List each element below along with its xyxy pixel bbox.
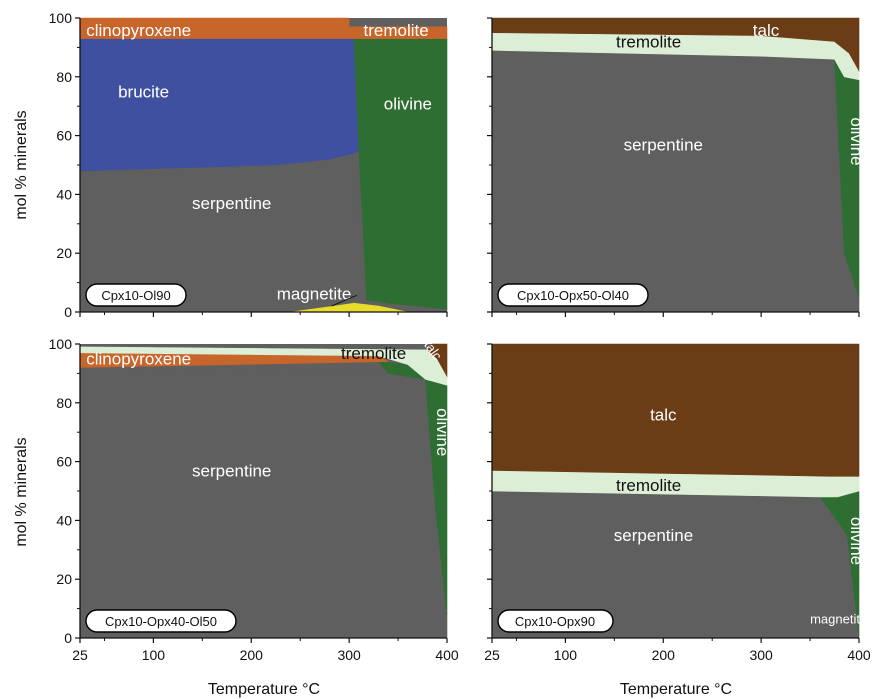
panel-4-badge-box (497, 609, 614, 633)
y-tick-label: 60 (56, 454, 72, 470)
y-tick-label: 40 (56, 512, 72, 528)
panel-cpx10-opx50-ol40: serpentine olivine tremolite talc Cpx10-Opx… (487, 17, 866, 317)
label-brucite: brucite (118, 83, 169, 102)
annotation-magnetite: magnetite (810, 611, 867, 626)
x-axis-title-right: Temperature °C (620, 681, 732, 698)
region-brucite (79, 38, 360, 172)
y-tick-label: 40 (56, 186, 72, 202)
y-tick-label: 80 (56, 395, 72, 411)
label-olivine: olivine (384, 94, 432, 113)
region-serpentine (491, 49, 860, 313)
y-tick-label: 0 (64, 304, 72, 320)
x-tick-label: 300 (749, 647, 773, 663)
y-tick-label: 100 (49, 10, 73, 26)
label-serpentine: serpentine (192, 194, 271, 213)
panel-1-badge-box (85, 283, 187, 307)
panel-4-regions (491, 343, 860, 639)
x-tick-label: 200 (240, 647, 264, 663)
annotation-leader-line (331, 294, 357, 307)
region-serpentine (79, 367, 448, 639)
panel-cpx10-opx90: serpentine olivinetremolitetalcmagnetite … (484, 343, 871, 663)
y-tick-label: 100 (49, 336, 73, 352)
y-tick-label: 0 (64, 630, 72, 646)
region-tremolite (79, 346, 448, 386)
panel-3-badge-label: Cpx10-Opx40-Ol50 (105, 614, 217, 629)
panel-1-badge-label: Cpx10-Ol90 (101, 288, 170, 303)
panel-3-regions (79, 343, 448, 639)
y-tick-label: 80 (56, 69, 72, 85)
panel-4-axes: 25 100 200 300 400 (484, 343, 871, 663)
label-tremolite: tremolite (364, 21, 429, 40)
x-axis-title-left: Temperature °C (208, 681, 320, 698)
panel-3-badge-box (85, 609, 237, 633)
panel-1-badge: Cpx10-Ol90 (85, 283, 187, 307)
x-tick-label: 400 (847, 647, 871, 663)
panel-4-labels: serpentine olivine tremolite talc magnetite (614, 406, 867, 627)
panel-2-badge-box (497, 283, 649, 307)
label-tremolite: tremolite (616, 33, 681, 52)
panel-1-axes: 0 20 40 60 80 100 (49, 10, 448, 320)
panel-4-badge-label: Cpx10-Opx90 (515, 614, 595, 629)
label-olivine: olivine (847, 517, 866, 565)
region-talc (491, 17, 860, 73)
label-clinopyroxene: clinopyroxene (86, 21, 191, 40)
label-olivine: olivine (433, 408, 452, 456)
panel-3-badge: Cpx10-Opx40-Ol50 (85, 609, 237, 633)
panel-1-labels: serpentine brucite olivine tremolite clinopy… (86, 21, 432, 307)
label-tremolite: tremolite (616, 476, 681, 495)
y-tick-label: 60 (56, 128, 72, 144)
y-tick-label: 20 (56, 245, 72, 261)
label-talc: talc (650, 406, 677, 425)
x-tick-label: 100 (554, 647, 578, 663)
panel-2-badge: Cpx10-Opx50-Ol40 (497, 283, 649, 307)
x-tick-label: 300 (337, 647, 361, 663)
label-talc: talc (753, 21, 780, 40)
panel-4-badge: Cpx10-Opx90 (497, 609, 614, 633)
label-serpentine: serpentine (614, 526, 693, 545)
x-tick-label: 200 (652, 647, 676, 663)
label-serpentine: serpentine (192, 461, 271, 480)
panel-2-badge-label: Cpx10-Opx50-Ol40 (517, 288, 629, 303)
annotation-magnetite: magnetite (277, 284, 352, 303)
panel-3-axes: 0 20 40 60 80 100 25 100 200 300 400 (49, 336, 459, 663)
panel-2-regions (491, 17, 860, 313)
y-tick-label: 20 (56, 571, 72, 587)
x-tick-label: 100 (142, 647, 166, 663)
y-axis-title-top: mol % minerals (13, 110, 30, 219)
x-tick-label: 25 (484, 647, 500, 663)
region-olivine (353, 38, 448, 310)
label-olivine: olivine (847, 117, 866, 165)
label-clinopyroxene: clinopyroxene (86, 350, 191, 369)
panel-2-labels: serpentine olivine tremolite talc (616, 21, 866, 166)
y-axis-title-bottom: mol % minerals (13, 437, 30, 546)
x-tick-label: 400 (435, 647, 459, 663)
label-serpentine: serpentine (624, 135, 703, 154)
panel-1-regions (79, 17, 448, 313)
panel-2-axes (487, 17, 860, 317)
region-talc (426, 343, 448, 378)
label-tremolite: tremolite (341, 344, 406, 363)
panel-cpx10-ol90: serpentine brucite olivine tremolite clinopy… (49, 10, 448, 320)
x-tick-label: 25 (72, 647, 88, 663)
